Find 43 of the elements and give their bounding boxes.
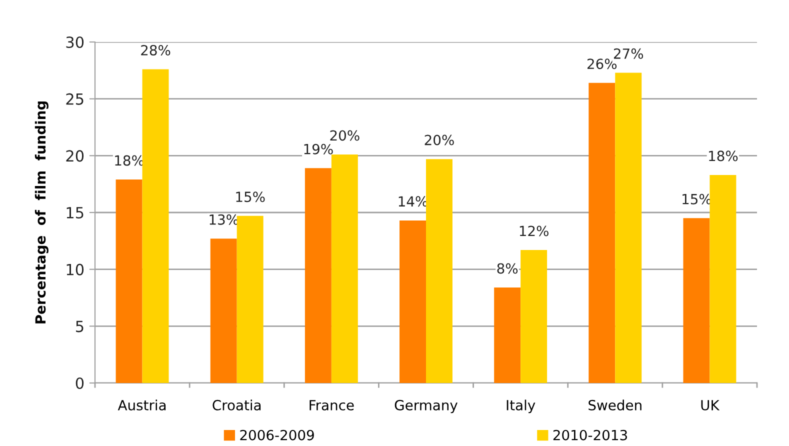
y-tick-label: 0 [76, 377, 84, 390]
x-tick-label: Germany [394, 400, 458, 414]
bar [426, 159, 452, 383]
y-tick-label: 5 [76, 320, 84, 332]
bar [236, 216, 264, 383]
bar [710, 174, 736, 383]
data-label: 26% [587, 58, 617, 70]
bar [331, 154, 358, 383]
y-axis-title: Percentage of film funding [34, 101, 48, 324]
bar [400, 220, 426, 383]
x-tick-label: Sweden [588, 400, 642, 410]
data-label: 18% [115, 155, 144, 166]
data-label: 28% [141, 44, 170, 56]
legend-label: 2006-2009 [240, 430, 314, 440]
bar [615, 72, 642, 383]
x-tick-label: Croatia [212, 400, 261, 410]
bar [304, 168, 332, 383]
bar [683, 218, 710, 383]
data-label: 12% [520, 226, 548, 236]
bar [588, 82, 616, 383]
x-tick-label: Italy [506, 400, 536, 414]
y-tick-label: 25 [66, 93, 84, 105]
bar [520, 250, 548, 383]
y-tick-label: 30 [66, 36, 84, 48]
x-tick-label: UK [701, 400, 720, 410]
y-tick-label: 15 [66, 207, 84, 219]
x-tick-label: France [310, 400, 354, 410]
data-label: 19% [304, 144, 333, 154]
data-label: 20% [424, 134, 454, 146]
data-label: 13% [210, 214, 238, 225]
bar [142, 69, 169, 383]
data-label: 20% [330, 130, 360, 141]
x-tick-label: Austria [118, 400, 166, 410]
data-label: 15% [236, 192, 265, 202]
y-tick-label: 20 [66, 150, 84, 162]
bar [116, 180, 142, 383]
legend-label: 2010-2013 [553, 430, 627, 440]
bar [494, 288, 521, 383]
data-label: 18% [709, 150, 738, 162]
data-label: 27% [614, 48, 644, 59]
y-tick-label: 10 [66, 264, 84, 276]
bar [210, 238, 237, 383]
data-label: 8% [497, 263, 518, 274]
